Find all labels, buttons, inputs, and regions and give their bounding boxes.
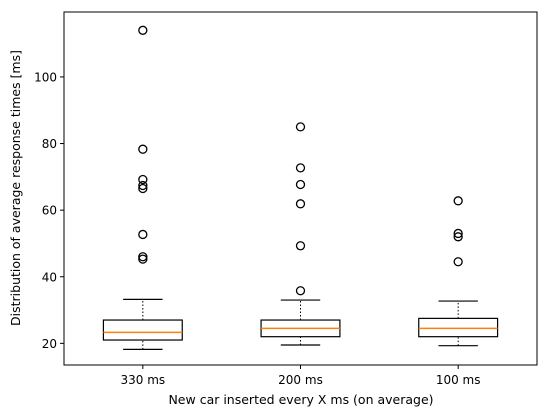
outlier-point <box>295 122 306 132</box>
x-tick-label: 200 ms <box>278 373 323 387</box>
outlier-point <box>138 183 148 194</box>
outlier-point <box>138 144 148 154</box>
outlier-point <box>295 286 306 296</box>
x-axis-label: New car inserted every X ms (on average) <box>168 392 433 407</box>
y-axis-label: Distribution of average response times [… <box>8 50 23 326</box>
outlier-point <box>453 196 463 206</box>
outlier-point <box>138 25 148 35</box>
outlier-point <box>295 241 306 251</box>
y-tick-label: 80 <box>42 137 57 151</box>
outlier-point <box>453 228 463 239</box>
outlier-point <box>138 180 148 191</box>
plot-area: 20 40 60 80 100 330 ms 200 ms 100 ms <box>34 11 538 387</box>
outlier-point <box>138 174 148 185</box>
outlier-point <box>295 163 306 173</box>
y-tick-label: 20 <box>42 337 57 351</box>
box-iqr <box>102 319 183 341</box>
outlier-point <box>138 229 148 240</box>
box-iqr <box>418 317 499 338</box>
y-tick-label: 60 <box>42 204 57 218</box>
outlier-point <box>453 257 463 267</box>
x-tick-label: 100 ms <box>436 373 481 387</box>
outlier-point <box>453 232 463 242</box>
outlier-point <box>295 199 306 209</box>
outlier-point <box>295 179 306 190</box>
outlier-point <box>138 252 148 262</box>
y-tick-label: 100 <box>34 70 57 84</box>
x-tick-label: 330 ms <box>120 373 165 387</box>
y-tick-label: 40 <box>42 270 57 284</box>
